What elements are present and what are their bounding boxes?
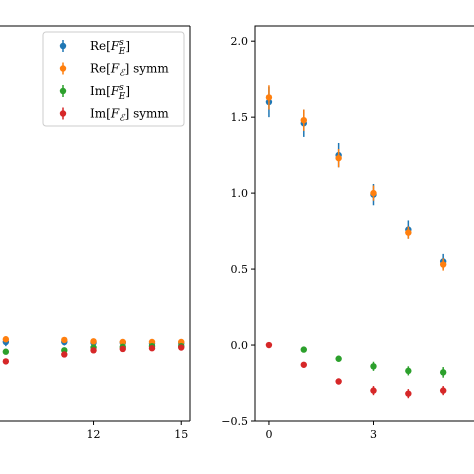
legend-marker — [59, 65, 67, 72]
legend-label-sub: E — [118, 92, 126, 102]
right-point-s1 — [265, 94, 273, 101]
legend-label-close: ] — [125, 62, 130, 76]
legend-label-sym: F — [110, 84, 120, 98]
right-point-s3 — [300, 361, 307, 368]
legend-marker — [59, 87, 67, 95]
right-point-s2 — [439, 369, 447, 376]
legend-label: Im[Fs E] — [90, 83, 130, 102]
left-data-points — [2, 336, 185, 365]
legend-label: Re[Fs E] — [90, 38, 130, 57]
legend-label-sym: F — [110, 107, 120, 121]
right-data-points — [265, 85, 447, 399]
legend-label-sup: s — [119, 83, 124, 93]
legend-label-sym: F — [110, 39, 120, 53]
left-point-s3 — [148, 345, 156, 352]
legend-entry: Im[Fs E] — [59, 83, 130, 102]
left-point-s3 — [119, 345, 126, 353]
legend-label-suffix: symm — [129, 107, 169, 121]
right-point-s1 — [335, 154, 342, 162]
legend-entry: Im[Fℰ] symm — [59, 107, 169, 124]
right-axis-frame — [254, 25, 474, 422]
left-point-s3 — [90, 347, 97, 354]
right-point-s1 — [405, 229, 412, 236]
right-ytick-label: 1.0 — [231, 187, 249, 200]
left-point-s3 — [178, 344, 185, 351]
right-xtick-label: 3 — [370, 428, 377, 441]
right-point-s3 — [370, 387, 377, 394]
legend-box — [42, 31, 185, 127]
legend-label-close: ] — [125, 39, 130, 53]
right-ytick-label: 2.0 — [231, 35, 249, 48]
right-point-s2 — [370, 363, 377, 370]
right-point-s3 — [335, 378, 342, 385]
legend-label-close: ] — [125, 107, 130, 121]
right-point-s1 — [370, 189, 377, 197]
left-point-s1 — [2, 336, 10, 343]
right-point-s3 — [439, 387, 447, 394]
legend-label-sub: ℰ — [119, 69, 126, 79]
right-point-s3 — [265, 341, 273, 349]
legend-entry: Re[Fℰ] symm — [59, 62, 169, 79]
left-xtick-label: 12 — [87, 428, 101, 441]
legend-label-main: Re[ — [90, 62, 111, 76]
left-xticks: 12 15 — [87, 421, 188, 441]
right-point-s1 — [300, 116, 307, 124]
right-panel: 036−0.50.00.51.01.52.0 — [221, 25, 474, 441]
legend-label-suffix: symm — [129, 62, 169, 76]
legend-label-sup: s — [119, 38, 124, 48]
right-point-s2 — [335, 355, 342, 362]
left-point-s1 — [119, 338, 126, 346]
legend-marker — [59, 110, 67, 117]
left-point-s3 — [61, 351, 68, 358]
legend-label: Im[Fℰ] symm — [90, 107, 169, 124]
left-point-s2 — [2, 348, 10, 355]
left-point-s1 — [90, 338, 97, 345]
legend-label-main: Re[ — [90, 39, 111, 53]
right-xtick-label: 0 — [265, 428, 272, 441]
right-ytick-label: 0.5 — [231, 263, 249, 276]
right-ytick-label: 0.0 — [231, 339, 249, 352]
legend-entry: Re[Fs E] — [59, 38, 130, 57]
legend-label-main: Im[ — [90, 107, 111, 121]
left-xtick-label: 15 — [174, 428, 188, 441]
legend-label: Re[Fℰ] symm — [90, 62, 169, 79]
legend-label-close: ] — [125, 84, 130, 98]
right-point-s3 — [405, 390, 412, 397]
right-ticks: 036−0.50.00.51.01.52.0 — [221, 35, 377, 441]
legend-label-sub: E — [118, 47, 126, 57]
right-ytick-label: −0.5 — [221, 415, 248, 428]
right-point-s2 — [300, 346, 307, 353]
legend-marker — [59, 42, 67, 50]
right-point-s2 — [405, 367, 412, 375]
left-point-s1 — [61, 336, 68, 344]
left-point-s3 — [2, 358, 10, 365]
right-ytick-label: 1.5 — [231, 111, 249, 124]
legend-label-sym: F — [110, 62, 120, 76]
legend-label-sub: ℰ — [119, 114, 126, 124]
legend-label-main: Im[ — [90, 84, 111, 98]
right-point-s1 — [439, 261, 447, 268]
